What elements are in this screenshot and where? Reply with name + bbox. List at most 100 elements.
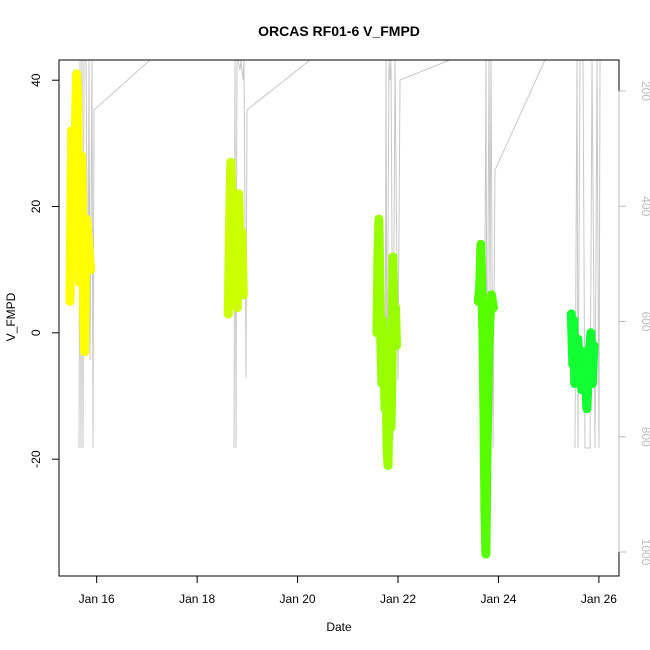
data-point: [571, 353, 581, 363]
altitude-trace-layer: [78, 59, 601, 449]
data-point: [223, 309, 233, 319]
data-point: [392, 341, 401, 350]
x-tick-label: Jan 26: [581, 592, 617, 606]
altitude-trace: [483, 59, 546, 449]
x-axis: Jan 16 Jan 18 Jan 20 Jan 22 Jan 24 Jan 26: [79, 575, 617, 606]
data-point: [391, 303, 400, 313]
data-point: [228, 277, 238, 287]
data-point: [80, 347, 90, 357]
data-point: [569, 315, 579, 325]
data-point: [373, 252, 383, 262]
data-point: [483, 391, 493, 401]
y-tick-label: -20: [29, 450, 43, 468]
data-point: [485, 315, 495, 325]
data-point: [579, 347, 589, 357]
x-tick-label: Jan 20: [280, 592, 316, 606]
data-point: [575, 366, 585, 376]
data-point: [238, 290, 248, 300]
data-point: [76, 233, 86, 243]
data-point: [577, 385, 587, 395]
x-tick-label: Jan 24: [480, 592, 516, 606]
data-point: [73, 88, 83, 98]
data-point: [589, 341, 599, 350]
data-point: [78, 202, 88, 211]
data-point: [83, 233, 93, 243]
data-point: [386, 423, 396, 433]
data-point: [70, 138, 80, 148]
data-point: [67, 126, 77, 136]
data-point: [384, 391, 394, 401]
y-axis: -20 0 20 40: [29, 73, 60, 468]
data-point: [573, 334, 583, 344]
data-point: [85, 252, 95, 262]
data-point: [86, 265, 96, 275]
y-tick-label: 0: [29, 329, 43, 336]
y2-tick-label: 400: [639, 196, 650, 216]
data-point: [375, 277, 385, 287]
data-point: [584, 353, 594, 363]
data-point: [387, 366, 397, 376]
data-point: [570, 378, 580, 388]
data-point: [486, 290, 496, 300]
data-point: [227, 202, 237, 211]
y2-tick-label: 600: [639, 311, 650, 331]
x-tick-label: Jan 22: [380, 592, 416, 606]
data-point: [488, 303, 498, 313]
data-point: [374, 214, 384, 224]
y2-tick-label: 200: [639, 81, 650, 101]
data-point: [68, 252, 78, 262]
data-point: [580, 372, 590, 382]
chart-title: ORCAS RF01-6 V_FMPD: [258, 23, 420, 39]
data-point: [79, 296, 89, 306]
data-point: [379, 359, 389, 369]
data-point: [380, 404, 390, 414]
data-point: [237, 227, 247, 237]
data-point: [475, 277, 485, 287]
x-tick-label: Jan 16: [79, 592, 115, 606]
y-tick-label: 20: [29, 200, 43, 214]
y2-axis: 200 400 600 800 1000: [618, 81, 650, 566]
y-axis-label: V_FMPD: [4, 292, 18, 341]
data-point: [224, 233, 234, 243]
data-point: [382, 442, 392, 451]
data-point: [65, 296, 75, 306]
data-point: [482, 454, 492, 464]
data-point: [69, 189, 79, 199]
data-point: [481, 549, 491, 559]
series-layer: [65, 69, 599, 559]
altitude-trace: [78, 59, 151, 449]
data-point: [377, 378, 387, 388]
data-point: [477, 290, 487, 300]
plot-frame: [58, 59, 620, 577]
altitude-trace: [233, 59, 311, 449]
data-point: [385, 353, 395, 363]
data-point: [478, 328, 488, 338]
data-point: [476, 239, 486, 249]
data-point: [232, 303, 242, 313]
data-point: [480, 505, 490, 515]
data-point: [389, 315, 399, 325]
data-point: [230, 214, 240, 224]
data-point: [388, 252, 398, 262]
data-point: [479, 404, 489, 414]
data-point: [582, 404, 592, 414]
y2-tick-label: 1000: [639, 539, 650, 566]
data-point: [378, 315, 388, 325]
data-point: [226, 157, 236, 167]
y2-tick-label: 800: [639, 427, 650, 447]
data-point: [586, 328, 596, 338]
data-point: [82, 214, 92, 224]
y-tick-label: 40: [29, 73, 43, 87]
data-point: [231, 252, 241, 262]
data-point: [74, 214, 84, 224]
data-point: [587, 378, 597, 388]
data-point: [376, 341, 386, 350]
data-point: [383, 461, 393, 470]
data-point: [75, 277, 85, 287]
data-point: [234, 189, 244, 199]
data-point: [235, 265, 245, 275]
data-point: [372, 328, 382, 338]
data-point: [484, 341, 494, 350]
x-tick-label: Jan 18: [179, 592, 215, 606]
